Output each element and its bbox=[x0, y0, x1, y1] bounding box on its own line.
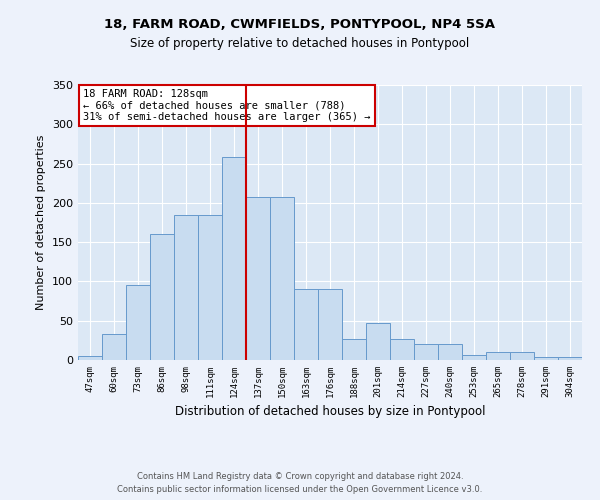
X-axis label: Distribution of detached houses by size in Pontypool: Distribution of detached houses by size … bbox=[175, 406, 485, 418]
Bar bbox=[510, 352, 534, 360]
Bar bbox=[366, 323, 390, 360]
Bar bbox=[150, 234, 174, 360]
Text: Size of property relative to detached houses in Pontypool: Size of property relative to detached ho… bbox=[130, 38, 470, 51]
Bar bbox=[318, 290, 342, 360]
Text: Contains HM Land Registry data © Crown copyright and database right 2024.: Contains HM Land Registry data © Crown c… bbox=[137, 472, 463, 481]
Bar bbox=[174, 216, 198, 360]
Bar bbox=[222, 158, 246, 360]
Bar bbox=[558, 357, 582, 360]
Bar bbox=[390, 339, 414, 360]
Bar bbox=[342, 339, 366, 360]
Bar bbox=[462, 356, 486, 360]
Bar bbox=[126, 286, 150, 360]
Text: Contains public sector information licensed under the Open Government Licence v3: Contains public sector information licen… bbox=[118, 485, 482, 494]
Bar bbox=[246, 198, 270, 360]
Bar bbox=[270, 198, 294, 360]
Bar bbox=[414, 344, 438, 360]
Bar bbox=[486, 352, 510, 360]
Text: 18 FARM ROAD: 128sqm
← 66% of detached houses are smaller (788)
31% of semi-deta: 18 FARM ROAD: 128sqm ← 66% of detached h… bbox=[83, 89, 371, 122]
Bar bbox=[534, 357, 558, 360]
Text: 18, FARM ROAD, CWMFIELDS, PONTYPOOL, NP4 5SA: 18, FARM ROAD, CWMFIELDS, PONTYPOOL, NP4… bbox=[104, 18, 496, 30]
Bar bbox=[102, 334, 126, 360]
Y-axis label: Number of detached properties: Number of detached properties bbox=[37, 135, 46, 310]
Bar bbox=[78, 356, 102, 360]
Bar bbox=[294, 290, 318, 360]
Bar bbox=[198, 214, 222, 360]
Bar bbox=[438, 344, 462, 360]
